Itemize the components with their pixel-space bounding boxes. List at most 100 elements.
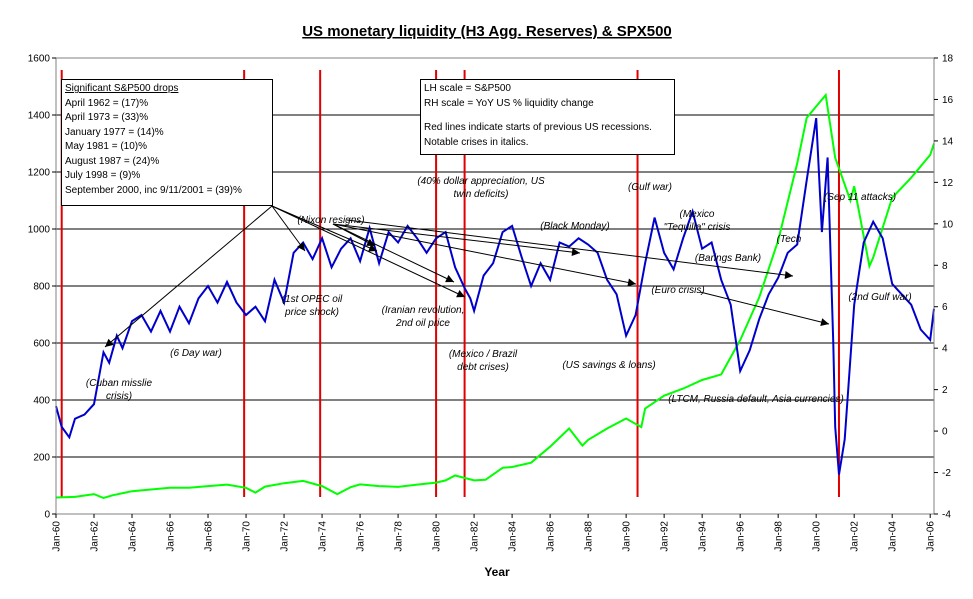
- x-tick-label: Jan-66: [166, 521, 177, 552]
- axes: 0 200 400 600 800 1000 1200 1400 1600 -4 -2 0 2 4 6 8 10…: [28, 54, 954, 552]
- drops-item: September 2000, inc 9/11/2001 = (39)%: [65, 184, 242, 196]
- chart-title: US monetary liquidity (H3 Agg. Reserves)…: [302, 23, 672, 40]
- drops-item: January 1977 = (14)%: [65, 126, 164, 138]
- x-tick-label: Jan-64: [128, 521, 139, 552]
- drops-box: Significant S&P500 drops April 1962 = (1…: [61, 79, 273, 206]
- annotation-gulf: (Gulf war): [628, 182, 672, 193]
- arrow-head: [445, 274, 454, 283]
- x-tick-label: Jan-78: [394, 521, 405, 552]
- annotation-dollar: twin deficits): [453, 189, 508, 200]
- left-tick-label: 600: [33, 339, 50, 350]
- drops-item: August 1987 = (24)%: [65, 155, 160, 167]
- left-tick-label: 1600: [28, 54, 51, 65]
- x-tick-label: Jan-60: [52, 521, 63, 552]
- annotation-nixon: (Nixon resigns): [297, 215, 364, 226]
- x-tick-label: Jan-74: [318, 521, 329, 552]
- arrow-head: [820, 318, 829, 326]
- drops-box-header: Significant S&P500 drops: [65, 83, 179, 94]
- annotation-blackmonday: (Black Monday): [540, 221, 609, 232]
- annotation-arrow: [332, 223, 581, 254]
- legend-box: LH scale = S&P500 RH scale = YoY US % li…: [420, 79, 675, 155]
- x-tick-label: Jan-86: [546, 521, 557, 552]
- annotation-iranian: (Iranian revolution,: [382, 305, 465, 316]
- right-tick-label: -4: [942, 510, 951, 521]
- annotation-mexbrazil: (Mexico / Brazil: [449, 349, 518, 360]
- annotation-sixday: (6 Day war): [170, 348, 222, 359]
- annotation-arrow: [699, 291, 830, 325]
- drops-item: May 1981 = (10)%: [65, 141, 147, 152]
- annotation-arrows: [104, 205, 830, 348]
- x-tick-label: Jan-02: [850, 521, 861, 552]
- liquidity-line: [55, 117, 935, 475]
- arrow-head: [456, 290, 465, 298]
- left-tick-label: 800: [33, 282, 50, 293]
- annotation-mexbrazil: debt crises): [457, 362, 509, 373]
- right-tick-label: 12: [942, 178, 954, 189]
- left-tick-label: 200: [33, 453, 50, 464]
- annotation-barings: (Barings Bank): [695, 253, 761, 264]
- right-tick-label: 8: [942, 261, 948, 272]
- drops-item: April 1973 = (33)%: [65, 112, 149, 123]
- annotation-sep11: (Sep 11 attacks): [824, 192, 896, 203]
- x-tick-label: Jan-68: [204, 521, 215, 552]
- x-tick-label: Jan-70: [242, 521, 253, 552]
- left-tick-label: 1000: [28, 225, 51, 236]
- x-axis-label: Year: [484, 565, 510, 579]
- annotation-opec: (1st OPEC oil: [282, 294, 343, 305]
- left-tick-label: 0: [44, 510, 50, 521]
- legend-line: [424, 111, 671, 121]
- arrow-head: [627, 278, 636, 287]
- annotation-tequila: (Mexico: [679, 209, 714, 220]
- x-tick-label: Jan-98: [774, 521, 785, 552]
- annotation-tech: (Tech: [777, 234, 802, 245]
- right-tick-label: 0: [942, 427, 948, 438]
- right-tick-label: 4: [942, 344, 948, 355]
- annotation-arrow: [104, 205, 273, 348]
- x-tick-label: Jan-96: [736, 521, 747, 552]
- annotation-arrow: [332, 223, 637, 285]
- arrow-head: [297, 242, 305, 251]
- x-tick-label: Jan-88: [584, 521, 595, 552]
- annotation-arrow: [271, 205, 466, 298]
- arrow-head: [571, 248, 580, 256]
- x-tick-label: Jan-72: [280, 521, 291, 552]
- annotation-opec: price shock): [284, 307, 339, 318]
- annotation-arrow: [271, 205, 306, 252]
- legend-line: LH scale = S&P500: [424, 83, 511, 94]
- left-tick-label: 1400: [28, 111, 51, 122]
- arrow-head: [105, 338, 114, 347]
- annotation-iranian: 2nd oil price: [395, 318, 450, 329]
- x-tick-label: Jan-80: [432, 521, 443, 552]
- spx-line: [55, 92, 935, 500]
- right-tick-label: 14: [942, 136, 954, 147]
- right-tick-label: 10: [942, 219, 954, 230]
- annotation-tequila: "Tequilla" crisis: [664, 222, 731, 233]
- annotation-gulf2: (2nd Gulf war): [848, 292, 911, 303]
- series-lines: [55, 92, 935, 500]
- legend-line: Red lines indicate starts of previous US…: [424, 122, 652, 133]
- x-tick-label: Jan-76: [356, 521, 367, 552]
- x-tick-label: Jan-90: [622, 521, 633, 552]
- annotation-arrow: [332, 223, 455, 283]
- arrow-head: [784, 271, 793, 279]
- right-tick-label: 16: [942, 95, 954, 106]
- left-tick-label: 400: [33, 396, 50, 407]
- x-tick-label: Jan-04: [888, 521, 899, 552]
- arrow-head: [368, 244, 377, 252]
- x-tick-label: Jan-06: [926, 521, 937, 552]
- x-tick-label: Jan-00: [812, 521, 823, 552]
- x-tick-label: Jan-62: [90, 521, 101, 552]
- annotation-arrow: [271, 205, 378, 252]
- drops-item: July 1998 = (9)%: [65, 170, 141, 181]
- right-tick-label: -2: [942, 468, 951, 479]
- x-tick-label: Jan-82: [470, 521, 481, 552]
- annotation-cuban: (Cuban misslie: [86, 378, 153, 389]
- right-tick-label: 6: [942, 302, 948, 313]
- annotation-dollar: (40% dollar appreciation, US: [417, 176, 545, 187]
- left-tick-label: 1200: [28, 168, 51, 179]
- drops-item: April 1962 = (17)%: [65, 97, 149, 109]
- x-tick-label: Jan-94: [698, 521, 709, 552]
- annotation-cuban: crisis): [106, 391, 132, 402]
- legend-line: Notable crises in italics.: [424, 136, 529, 148]
